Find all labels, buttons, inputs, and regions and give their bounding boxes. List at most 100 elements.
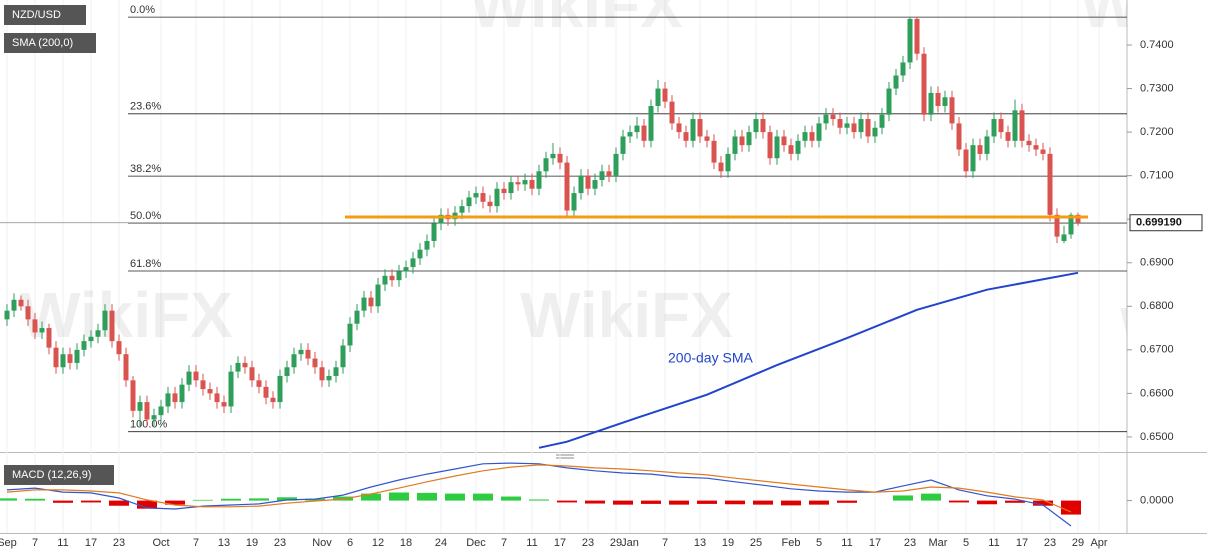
- x-tick-label: 17: [869, 537, 881, 549]
- watermark: WikiFX: [20, 279, 233, 351]
- histogram-bar: [417, 492, 437, 501]
- candle-body: [354, 310, 360, 324]
- histogram-bar: [1005, 500, 1025, 503]
- x-tick-label: 24: [435, 537, 447, 549]
- candle-body: [1068, 214, 1074, 235]
- candle-body: [123, 354, 129, 381]
- candle-body: [46, 328, 52, 348]
- candle-body: [711, 140, 717, 163]
- candle-body: [25, 306, 31, 320]
- y-tick-label: 0.6600: [1140, 387, 1174, 399]
- histogram-bar: [249, 498, 269, 501]
- candle-body: [760, 119, 766, 133]
- x-tick-label: Jan: [621, 537, 639, 549]
- legend-label: NZD/USD: [12, 9, 61, 21]
- histogram-bar: [837, 500, 857, 503]
- x-tick-label: 17: [554, 537, 566, 549]
- candle-body: [424, 240, 430, 250]
- candle-body: [11, 299, 17, 311]
- candle-body: [116, 341, 122, 355]
- candle-body: [130, 380, 136, 411]
- candle-body: [606, 171, 612, 176]
- sma-line: [538, 271, 1079, 449]
- candle-body: [697, 119, 703, 137]
- x-tick-label: 11: [526, 537, 537, 549]
- histogram-bar: [25, 498, 45, 501]
- annotation: 200-day SMA: [668, 350, 753, 366]
- candle-body: [438, 214, 444, 224]
- candle-body: [921, 53, 927, 115]
- candle-body: [1061, 234, 1067, 241]
- candle-body: [837, 119, 843, 128]
- candle-body: [739, 136, 745, 146]
- candle-body: [109, 310, 115, 342]
- candle-body: [774, 136, 780, 159]
- signal-line: [6, 464, 1072, 513]
- candle-body: [53, 347, 59, 368]
- candle-body: [326, 375, 332, 381]
- fib-label: 100.0%: [130, 419, 168, 431]
- candle-body: [382, 275, 388, 285]
- histogram-bar: [613, 500, 633, 505]
- x-tick-label: 7: [193, 537, 199, 549]
- y-tick-label: 0.6700: [1140, 344, 1174, 356]
- candle-body: [172, 393, 178, 403]
- candle-body: [60, 354, 66, 368]
- candle-body: [1047, 153, 1053, 215]
- candle-body: [102, 310, 108, 331]
- candle-body: [914, 18, 920, 54]
- candle-body: [186, 371, 192, 385]
- candle-body: [410, 258, 416, 268]
- histogram-bar: [893, 495, 913, 501]
- candle-body: [543, 158, 549, 172]
- histogram-bar: [501, 496, 521, 501]
- candle-body: [641, 125, 647, 141]
- candle-body: [165, 393, 171, 407]
- candle-body: [81, 341, 87, 350]
- candle-body: [725, 153, 731, 172]
- fib-label: 0.0%: [130, 4, 155, 16]
- candle-body: [144, 402, 150, 420]
- fib-label: 38.2%: [130, 163, 161, 175]
- candle-body: [480, 193, 486, 202]
- candle-body: [984, 136, 990, 154]
- candle-body: [928, 92, 934, 115]
- candle-body: [592, 180, 598, 189]
- candle-body: [942, 97, 948, 106]
- candle-body: [249, 367, 255, 381]
- x-tick-label: Feb: [782, 537, 801, 549]
- x-tick-label: Mar: [929, 537, 948, 549]
- histogram-bar: [669, 500, 689, 505]
- histogram-bar: [277, 497, 297, 501]
- candle-body: [347, 323, 353, 346]
- candle-body: [704, 136, 710, 141]
- candle-body: [1040, 149, 1046, 154]
- candle-body: [872, 127, 878, 137]
- x-tick-label: 11: [57, 537, 68, 549]
- candle-body: [508, 182, 514, 194]
- candle-body: [312, 358, 318, 368]
- candle-body: [816, 123, 822, 141]
- x-tick-label: 12: [372, 537, 384, 549]
- candle-body: [1012, 110, 1018, 141]
- histogram-bar: [389, 492, 409, 501]
- candle-body: [4, 310, 10, 320]
- x-tick-label: 23: [582, 537, 594, 549]
- x-tick-label: Dec: [466, 537, 486, 549]
- candle-body: [228, 371, 234, 407]
- candle-body: [970, 145, 976, 172]
- x-tick-label: 11: [988, 537, 999, 549]
- candle-body: [67, 354, 73, 363]
- candle-body: [242, 362, 248, 368]
- candle-body: [417, 249, 423, 259]
- y-tick-label: 0.7300: [1140, 82, 1174, 94]
- x-tick-label: 13: [218, 537, 230, 549]
- candle-body: [305, 349, 311, 359]
- candle-body: [39, 328, 45, 333]
- x-tick-label: 23: [274, 537, 286, 549]
- x-tick-label: Oct: [152, 537, 169, 549]
- legend-box: [4, 33, 96, 53]
- x-tick-label: 7: [501, 537, 507, 549]
- y-tick-label: 0.6500: [1140, 431, 1174, 443]
